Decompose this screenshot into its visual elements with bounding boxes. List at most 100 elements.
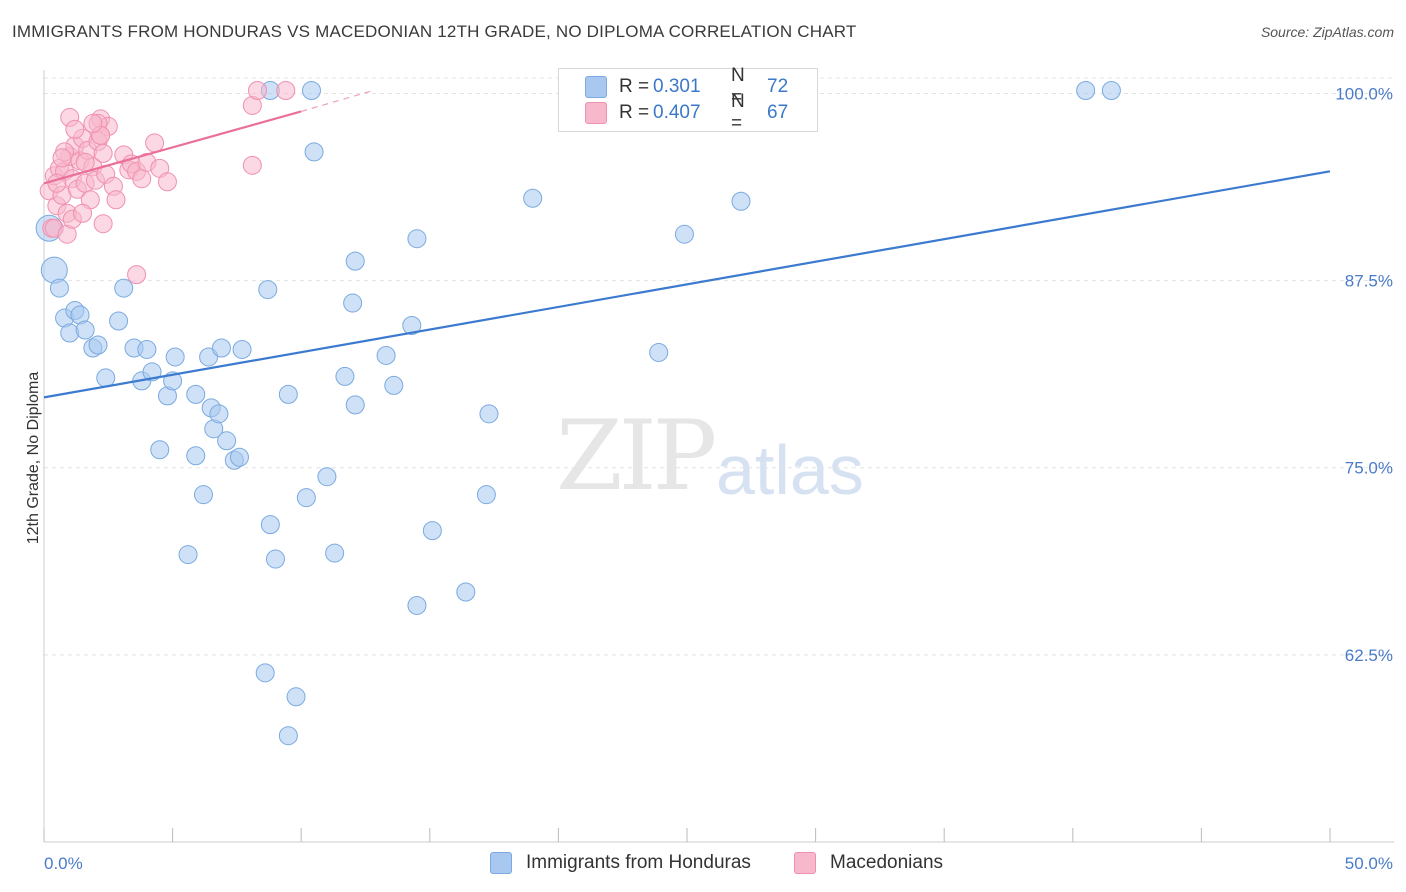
y-tick-label: 75.0% [1345, 459, 1393, 478]
y-tick-label: 100.0% [1335, 84, 1393, 103]
x-tick-label: 50.0% [1345, 854, 1393, 873]
point-macedonians [65, 119, 85, 139]
point-honduras [296, 488, 316, 508]
point-macedonians [276, 80, 296, 100]
point-honduras [40, 256, 68, 284]
chart-title: IMMIGRANTS FROM HONDURAS VS MACEDONIAN 1… [12, 22, 857, 41]
point-honduras [217, 431, 237, 451]
y-tick-label: 62.5% [1345, 646, 1393, 665]
point-honduras [1076, 80, 1096, 100]
point-honduras [88, 335, 108, 355]
point-honduras [335, 366, 355, 386]
point-honduras [114, 278, 134, 298]
legend-label-honduras: Immigrants from Honduras [526, 852, 751, 873]
point-honduras [301, 80, 321, 100]
point-honduras [232, 339, 252, 359]
point-macedonians [93, 214, 113, 234]
point-macedonians [157, 172, 177, 192]
point-honduras [186, 446, 206, 466]
watermark-zip: ZIP [556, 400, 717, 512]
point-honduras [193, 485, 213, 505]
point-honduras [407, 229, 427, 249]
point-macedonians [73, 203, 93, 223]
point-honduras [265, 549, 285, 569]
legend-swatch-honduras [490, 852, 512, 874]
point-honduras [479, 404, 499, 424]
point-honduras [402, 316, 422, 336]
point-honduras [456, 582, 476, 602]
point-honduras [674, 224, 694, 244]
legend-r-label: R = [619, 76, 650, 97]
point-honduras [317, 467, 337, 487]
tick-labels: 100.0% 87.5% 75.0% 62.5% 0.0% 50.0% [44, 84, 1393, 873]
point-honduras [1101, 80, 1121, 100]
point-honduras [278, 726, 298, 746]
point-macedonians [132, 169, 152, 189]
point-honduras [304, 142, 324, 162]
trend-line-honduras [43, 170, 1331, 399]
trend-line-macedonians [43, 110, 302, 185]
y-axis-label: 12th Grade, No Diploma [25, 372, 42, 545]
point-honduras [345, 395, 365, 415]
point-honduras [109, 311, 129, 331]
point-honduras [278, 384, 298, 404]
chart-source: Source: ZipAtlas.com [1260, 24, 1394, 40]
point-macedonians [75, 152, 95, 172]
point-honduras [142, 362, 162, 382]
point-honduras [258, 280, 278, 300]
legend-n-value: 67 [767, 102, 789, 123]
point-honduras [476, 485, 496, 505]
legend-item-macedonians[interactable]: Macedonians [794, 852, 943, 874]
point-macedonians [93, 143, 113, 163]
point-macedonians [127, 265, 147, 285]
point-honduras [376, 345, 396, 365]
point-honduras [407, 595, 427, 615]
legend-r-label: R = [619, 102, 650, 123]
point-honduras [49, 278, 69, 298]
legend-swatch-macedonians [794, 852, 816, 874]
trend-line-macedonians-extension [301, 89, 374, 113]
point-macedonians [247, 80, 267, 100]
point-honduras [186, 384, 206, 404]
legend-label-macedonians: Macedonians [830, 852, 944, 873]
point-honduras [165, 347, 185, 367]
watermark-atlas: atlas [716, 431, 864, 509]
legend-n-value: 72 [767, 76, 789, 97]
point-honduras [96, 368, 116, 388]
point-honduras [345, 251, 365, 271]
point-macedonians [52, 148, 72, 168]
legend-n-label: N = [731, 91, 745, 134]
point-honduras [211, 338, 231, 358]
point-macedonians [242, 155, 262, 175]
point-macedonians [83, 113, 103, 133]
point-honduras [229, 447, 249, 467]
point-honduras [343, 293, 363, 313]
point-honduras [178, 545, 198, 565]
legend-n-label: N = [731, 65, 745, 108]
point-honduras [731, 191, 751, 211]
point-honduras [286, 687, 306, 707]
legend-swatch-honduras [585, 76, 607, 98]
x-tick-label: 0.0% [44, 854, 83, 873]
point-honduras [384, 375, 404, 395]
point-honduras [649, 342, 669, 362]
legend-item-honduras[interactable]: Immigrants from Honduras [490, 852, 751, 874]
legend-swatch-macedonians [585, 102, 607, 124]
point-honduras [137, 339, 157, 359]
point-honduras [260, 515, 280, 535]
legend-r-value: 0.407 [653, 102, 701, 123]
point-honduras [150, 440, 170, 460]
point-honduras [60, 323, 80, 343]
point-macedonians [106, 190, 126, 210]
point-macedonians [145, 133, 165, 153]
y-tick-label: 87.5% [1345, 272, 1393, 291]
point-honduras [75, 320, 95, 340]
data-points [35, 80, 1121, 746]
point-honduras [523, 188, 543, 208]
point-honduras [209, 404, 229, 424]
trend-lines [43, 89, 1331, 399]
point-honduras [255, 663, 275, 683]
correlation-legend: R = 0.301 N = 72 R = 0.407 N = 67 [558, 65, 818, 134]
point-honduras [325, 543, 345, 563]
